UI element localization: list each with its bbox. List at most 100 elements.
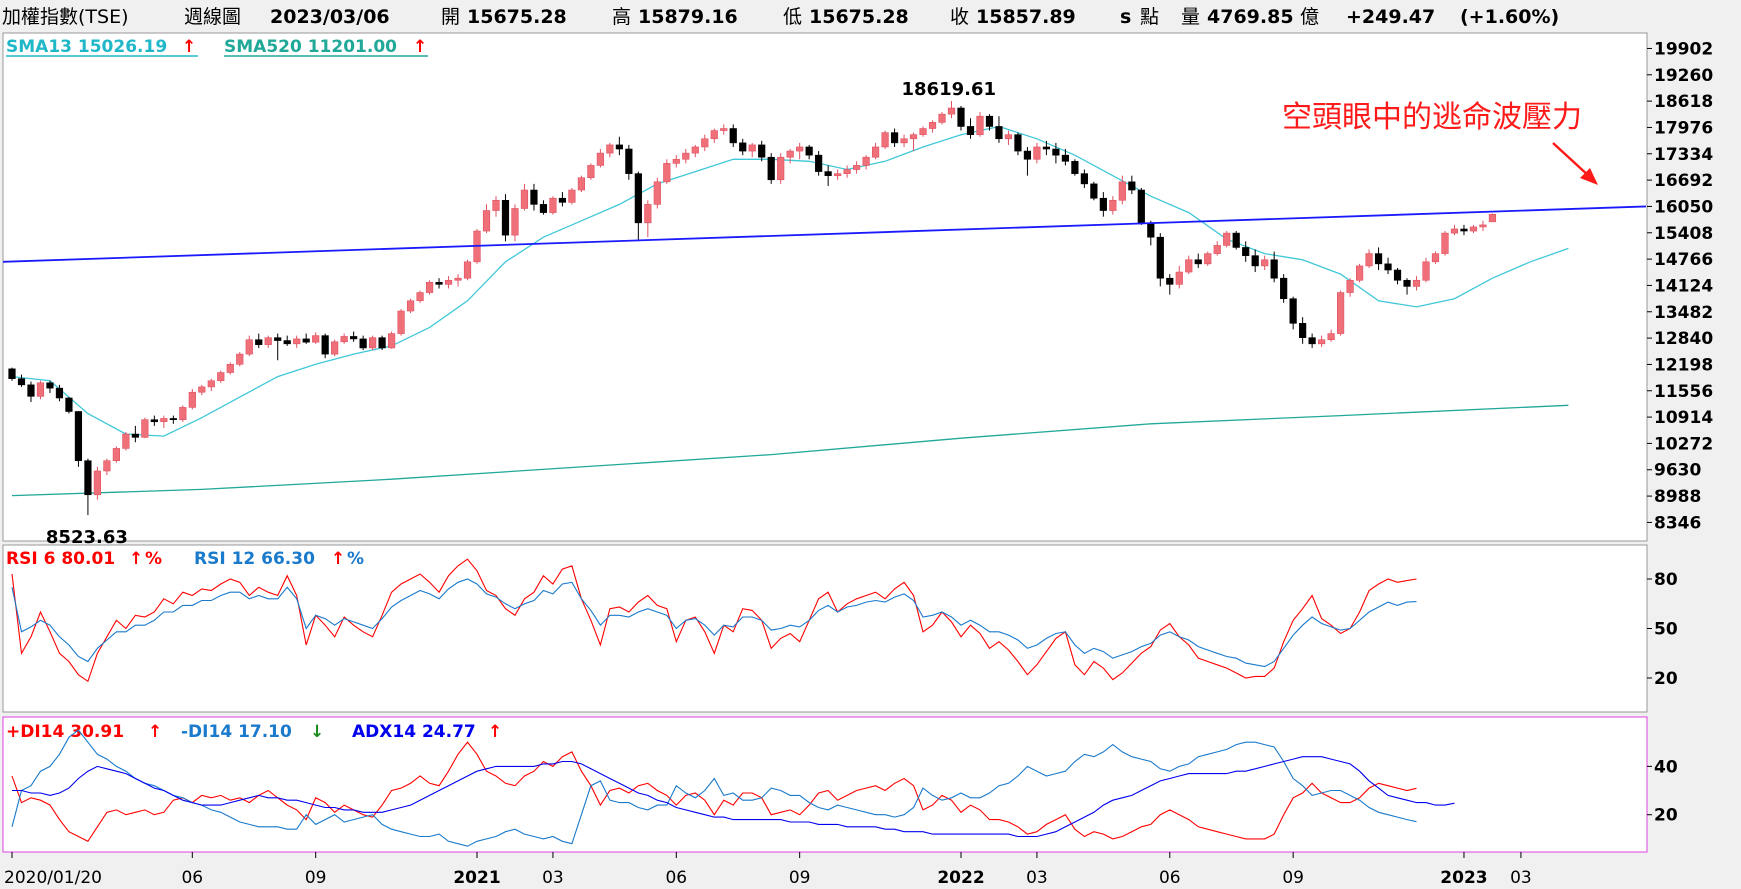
candle [1033,142,1041,164]
adx-up-arrow-icon: ↑ [488,722,502,742]
candle [1280,274,1288,303]
candle [397,308,405,336]
candle [293,335,301,348]
sma520-line [11,404,1569,497]
candle [302,333,310,344]
high-value: 15879.16 [638,6,738,28]
candle [881,130,889,150]
candle [1194,253,1202,268]
candle [758,140,766,162]
candle [369,335,377,350]
x-tick-label: 06 [665,868,687,888]
candle [1441,231,1449,256]
candle [900,134,908,147]
candle [463,259,472,281]
rsi6-up-arrow-icon: ↑ [129,549,143,569]
x-tick-label: 2021 [453,868,500,888]
sma520-up-arrow-icon: ↑ [413,37,427,57]
dmi-y-tick: 40 [1654,757,1678,777]
mdi-line [11,729,1417,847]
candle [1422,257,1430,283]
dmi-y-tick: 20 [1654,806,1678,826]
x-tick-label: 06 [1159,868,1181,888]
candle [568,187,576,205]
candle [141,417,149,439]
price-y-tick: 15408 [1654,224,1713,244]
candle [226,362,234,375]
candle [691,144,699,158]
candle [359,335,367,350]
rsi-y-tick: 50 [1654,620,1678,640]
candle [217,370,225,383]
candle [1213,241,1221,256]
price-y-tick: 19902 [1654,39,1713,59]
candle [701,134,709,152]
candle [169,415,177,424]
candle [1175,265,1183,289]
x-tick-label: 03 [1510,868,1532,888]
price-plot: 18619.61 8523.63 [2,79,1647,548]
candle [416,290,424,303]
candle [255,333,263,348]
sma13-up-arrow-icon: ↑ [182,37,196,57]
candle [625,144,633,180]
candle [74,411,83,467]
candle [65,397,73,414]
candle [1232,231,1240,250]
candle [786,149,794,164]
candle [1289,296,1297,330]
candle [748,142,756,158]
rsi-y-tick: 20 [1654,669,1678,689]
candle [1004,130,1013,145]
candle [1431,251,1440,264]
candle [1251,249,1259,273]
candle [549,196,557,215]
candle [350,331,358,342]
candle [207,378,215,391]
price-y-tick: 17334 [1654,145,1713,165]
candle [966,118,975,139]
candle [179,405,187,422]
x-tick-label: 09 [1282,868,1304,888]
candle [1469,224,1478,234]
open-label: 開 [441,6,460,28]
candle [511,204,519,242]
candle [843,165,851,178]
mdi-legend: -DI14 17.10 [181,722,292,742]
candle [767,153,775,184]
candle [653,177,661,209]
price-y-tick: 17976 [1654,118,1713,138]
close-value: 15857.89 [976,6,1076,28]
x-tick-label: 09 [789,868,811,888]
candle [8,367,16,381]
volume-unit: 億 [1300,6,1319,28]
unit-points: 點 [1140,6,1159,28]
x-tick-label: 09 [305,868,327,888]
candle [957,105,965,131]
rsi-legend: RSI 6 80.01 ↑ % RSI 12 66.30 ↑ % [6,549,364,569]
candle [245,335,253,357]
price-y-tick: 8988 [1654,487,1701,507]
candle [1261,255,1269,271]
candle [93,466,102,500]
x-tick-label: 03 [542,868,564,888]
candle [947,101,956,119]
candle [435,278,443,289]
candle [340,333,348,344]
candle [777,153,785,184]
candle [1403,278,1411,295]
candle [387,331,396,349]
candle [84,458,92,516]
note-arrow-icon [1552,142,1598,185]
price-y-tick: 13482 [1654,303,1713,323]
candle [283,335,291,346]
price-legend: SMA13 15026.19 ↑ SMA520 11201.00 ↑ [6,37,428,57]
candle [1023,146,1032,176]
low-marker-label: 8523.63 [46,527,128,548]
candle [720,124,728,135]
candle [274,333,282,361]
candle [862,155,870,170]
rsi6-legend: RSI 6 80.01 [6,549,115,569]
candle [36,380,45,400]
